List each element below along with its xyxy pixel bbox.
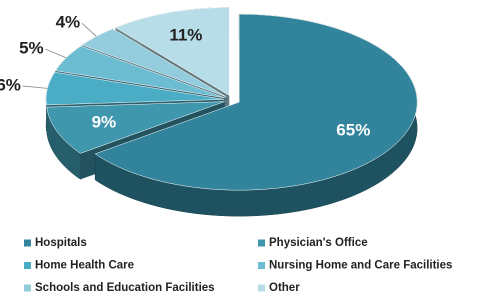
leader-line [81,22,97,37]
legend-swatch [258,262,265,269]
legend-swatch [258,284,265,292]
slice [45,71,225,106]
data-label: 5% [19,39,44,58]
legend-label: Nursing Home and Care Facilities [269,260,452,272]
legend-swatch [24,284,31,292]
data-label: 6% [0,75,21,94]
slice [46,101,225,154]
slice [115,7,230,96]
legend-swatch [258,239,265,247]
legend-label: Physician's Office [269,237,368,249]
legend-label: Other [269,282,300,294]
data-label: 9% [92,113,117,132]
data-label: 4% [56,13,81,32]
leader-line [45,48,67,59]
legend-swatch [24,239,31,247]
data-label: 11% [169,25,202,44]
slice [55,45,225,99]
legend-label: Hospitals [35,237,87,249]
legend-label: Home Health Care [35,260,134,272]
legend-label: Schools and Education Facilities [35,282,215,294]
slice [94,13,418,191]
data-label: 65% [336,120,370,139]
leader-line [22,85,48,89]
legend-swatch [24,262,31,269]
